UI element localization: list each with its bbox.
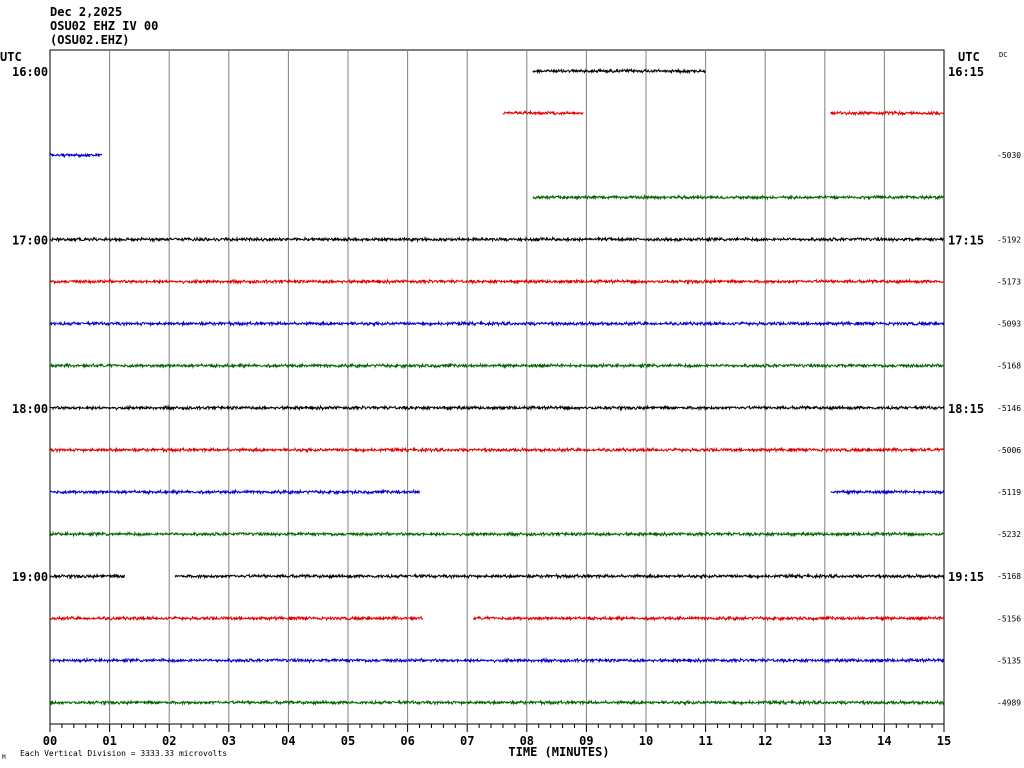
- dc-offset-value: -5192: [997, 235, 1021, 244]
- x-tick-label: 08: [520, 734, 534, 748]
- x-tick-label: 04: [281, 734, 295, 748]
- x-tick-label: 07: [460, 734, 474, 748]
- station-name: OSU02 EHZ IV 00: [50, 19, 159, 33]
- seismic-trace-segment: [49, 362, 945, 370]
- chart-date: Dec 2,2025: [50, 5, 123, 19]
- seismic-trace-segment: [472, 614, 945, 622]
- seismic-trace-segment: [502, 109, 584, 117]
- seismic-trace-segment: [49, 320, 945, 328]
- dc-offset-value: -5156: [997, 614, 1021, 623]
- dc-offset-value: -5146: [997, 404, 1021, 413]
- x-tick-label: 15: [937, 734, 951, 748]
- corner-mark: M: [2, 754, 6, 761]
- x-tick-label: 00: [43, 734, 57, 748]
- dc-offset-value: -5168: [997, 572, 1021, 581]
- dc-offset-value: -5093: [997, 320, 1021, 329]
- seismic-trace-segment: [49, 488, 420, 496]
- x-tick-label: 14: [877, 734, 891, 748]
- seismic-trace-segment: [49, 614, 423, 622]
- seismic-trace-segment: [174, 572, 945, 580]
- hour-label-right: 16:15: [948, 65, 984, 79]
- x-tick-label: 11: [698, 734, 712, 748]
- x-tick-label: 06: [400, 734, 414, 748]
- x-tick-label: 05: [341, 734, 355, 748]
- seismic-trace-segment: [830, 488, 945, 496]
- hour-label-left: 19:00: [12, 570, 48, 584]
- plot-frame: [49, 49, 945, 725]
- hour-label-right: 17:15: [948, 233, 984, 247]
- right-utc-label: UTC: [958, 50, 980, 64]
- x-tick-label: 01: [102, 734, 116, 748]
- seismic-trace-segment: [50, 235, 945, 244]
- hour-label-right: 18:15: [948, 402, 984, 416]
- seismic-trace-segment: [830, 109, 945, 117]
- seismic-trace-segment: [49, 277, 945, 286]
- seismic-trace-segment: [49, 152, 103, 159]
- left-utc-label: UTC: [0, 50, 22, 64]
- seismic-trace-segment: [49, 699, 945, 707]
- dc-offset-value: -5119: [997, 488, 1021, 497]
- seismic-trace-segment: [532, 67, 706, 75]
- x-axis-label: TIME (MINUTES): [508, 745, 609, 759]
- x-tick-label: 09: [579, 734, 593, 748]
- station-id: (OSU02.EHZ): [50, 33, 130, 47]
- x-tick-label: 13: [818, 734, 832, 748]
- seismic-trace-segment: [49, 656, 945, 664]
- x-tick-label: 12: [758, 734, 772, 748]
- seismic-trace-segment: [49, 446, 945, 454]
- dc-offset-value: -5030: [997, 151, 1021, 160]
- dc-offset-value: -4989: [997, 699, 1021, 708]
- seismic-trace-segment: [49, 530, 945, 538]
- hour-label-right: 19:15: [948, 570, 984, 584]
- dc-offset-value: -5135: [997, 656, 1021, 665]
- x-tick-label: 03: [222, 734, 236, 748]
- x-tick-label: 10: [639, 734, 653, 748]
- dc-offset-value: -5232: [997, 530, 1021, 539]
- dc-offset-value: -5173: [997, 278, 1021, 287]
- x-tick-label: 02: [162, 734, 176, 748]
- dc-offset-value: -5168: [997, 362, 1021, 371]
- hour-label-left: 18:00: [12, 402, 48, 416]
- hour-label-left: 17:00: [12, 233, 48, 247]
- hour-label-left: 16:00: [12, 65, 48, 79]
- seismic-trace-segment: [49, 404, 945, 412]
- dc-label: DC: [999, 51, 1007, 59]
- seismic-trace-segment: [49, 572, 125, 580]
- scale-note: Each Vertical Division = 3333.33 microvo…: [20, 749, 228, 758]
- seismic-trace-segment: [532, 193, 945, 201]
- dc-offset-value: -5006: [997, 446, 1021, 455]
